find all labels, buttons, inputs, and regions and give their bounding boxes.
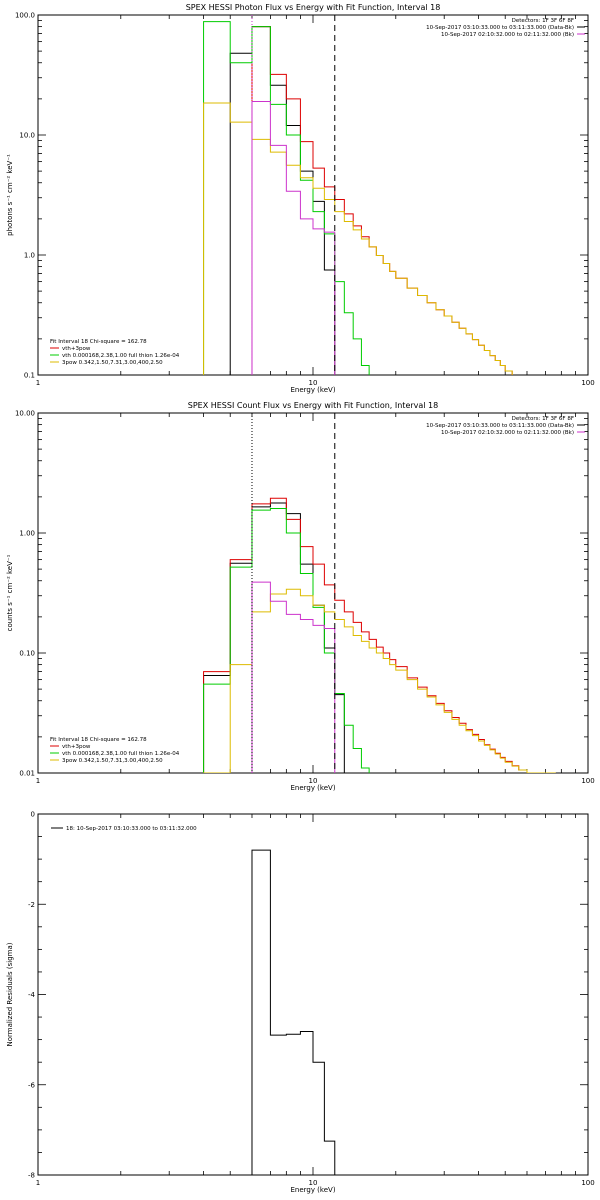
series-line-vth+3pow xyxy=(203,497,556,773)
series-line-Bk xyxy=(251,101,336,375)
fit-legend-text: vth 0.000168,2.38,1.00 full thion 1.26e-… xyxy=(62,751,180,757)
plot-frame xyxy=(37,813,589,1176)
fit-legend-text: Fit Interval 18 Chi-square = 162.78 xyxy=(50,737,147,743)
x-axis-label: Energy (keV) xyxy=(290,386,335,394)
series-line-data-0 xyxy=(203,502,345,773)
fit-legend-text: vth+3pow xyxy=(62,744,91,750)
series-group xyxy=(203,21,513,375)
legend-top-text: Detectors: 1F 3F 6F 8F xyxy=(512,416,574,422)
legend-top-text: 10-Sep-2017 03:10:33.000 to 03:11:33.000… xyxy=(426,25,574,31)
series-group xyxy=(251,849,336,1175)
fit-legend-text: 3pow 0.342,1.50,7.31,3.00,400,2.50 xyxy=(62,360,163,366)
fit-legend-text: vth+3pow xyxy=(62,346,91,352)
y-axis-label: Normalized Residuals (sigma) xyxy=(6,942,14,1046)
x-axis-label: Energy (keV) xyxy=(290,784,335,792)
y-tick-label: 10.0 xyxy=(19,132,35,140)
y-tick-label: -4 xyxy=(28,991,36,999)
series-group xyxy=(203,497,556,773)
x-tick-label: 1 xyxy=(36,1179,40,1187)
series-line-vth xyxy=(203,21,370,375)
y-axis-label: photons s⁻¹ cm⁻² keV⁻¹ xyxy=(6,154,14,236)
y-tick-label: -8 xyxy=(28,1172,35,1180)
fit-legend-text: vth 0.000168,2.38,1.00 full thion 1.26e-… xyxy=(62,353,180,359)
chart-title: SPEX HESSI Photon Flux vs Energy with Fi… xyxy=(186,3,441,12)
x-tick-label: 1 xyxy=(36,777,40,785)
series-line-3pow xyxy=(203,588,556,773)
residual-legend-text: 18: 10-Sep-2017 03:10:33.000 to 03:11:32… xyxy=(66,826,197,832)
chart-title: SPEX HESSI Count Flux vs Energy with Fit… xyxy=(188,401,439,410)
legend-top-text: 10-Sep-2017 03:10:33.000 to 03:11:33.000… xyxy=(426,423,574,429)
y-tick-label: 1.00 xyxy=(19,530,35,538)
x-tick-label: 100 xyxy=(581,379,594,387)
y-tick-label: 0.01 xyxy=(19,770,35,778)
fit-legend-text: 3pow 0.342,1.50,7.31,3.00,400,2.50 xyxy=(62,758,163,764)
legend-top-text: 10-Sep-2017 02:10:32.000 to 02:11:32.000… xyxy=(441,430,574,436)
series-line-data-0 xyxy=(229,26,336,375)
chart-panel-2: 1 10 100 Energy (keV) 0.01 0.10 1.00 10.00 count… xyxy=(6,401,595,792)
x-tick-label: 100 xyxy=(581,1179,594,1187)
series-line-Bk xyxy=(251,581,336,773)
y-tick-label: 0.1 xyxy=(24,372,35,380)
y-tick-label: 10.00 xyxy=(15,410,35,418)
x-tick-label: 1 xyxy=(36,379,40,387)
series-line-vth+3pow xyxy=(251,26,513,375)
x-tick-label: 10 xyxy=(309,777,318,785)
y-tick-label: 100.0 xyxy=(15,12,35,20)
y-axis-label: counts s⁻¹ cm⁻² keV⁻¹ xyxy=(6,554,14,631)
legend-top-text: 10-Sep-2017 02:10:32.000 to 02:11:32.000… xyxy=(441,32,574,38)
x-tick-label: 100 xyxy=(581,777,594,785)
series-line-data-0 xyxy=(251,849,336,1175)
y-tick-label: -6 xyxy=(28,1081,36,1089)
x-axis-label: Energy (keV) xyxy=(290,1186,335,1194)
series-line-3pow xyxy=(203,102,513,375)
chart-panel-3: 1 10 100 Energy (keV) -8 -6 -4 -2 0 Normalized Re… xyxy=(6,811,595,1195)
x-tick-label: 10 xyxy=(309,1179,318,1187)
fit-legend-text: Fit Interval 18 Chi-square = 162.78 xyxy=(50,339,147,345)
x-tick-label: 10 xyxy=(309,379,318,387)
legend-top-text: Detectors: 1F 3F 6F 8F xyxy=(512,18,574,24)
chart-panel-1: 1 10 100 Energy (keV) 0.1 1.0 10.0 100.0 photons… xyxy=(6,3,595,394)
y-tick-label: 1.0 xyxy=(24,252,35,260)
y-tick-label: -2 xyxy=(28,901,35,909)
y-tick-label: 0 xyxy=(31,811,35,819)
y-tick-label: 0.10 xyxy=(19,650,35,658)
